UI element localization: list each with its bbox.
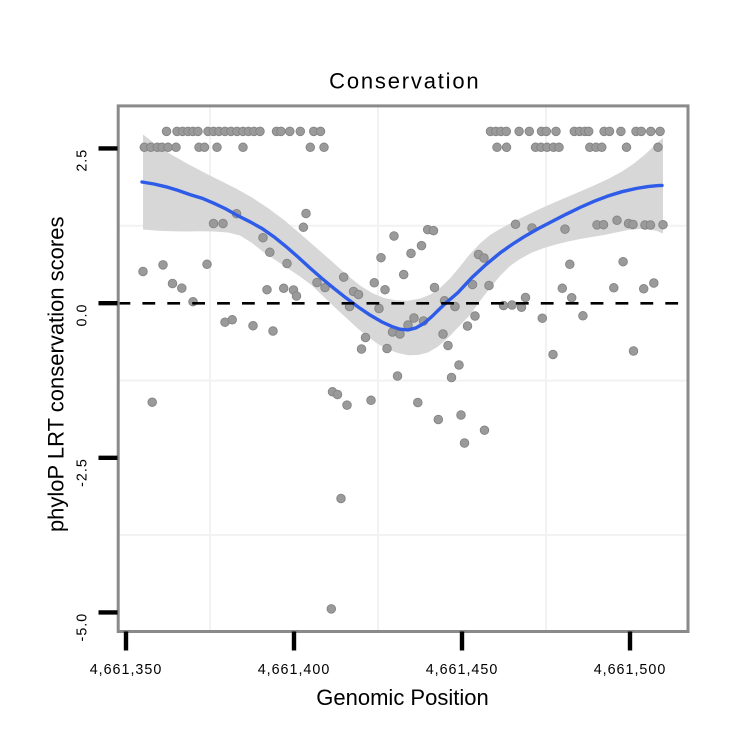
svg-text:2.5: 2.5 — [74, 149, 90, 172]
svg-text:Genomic Position: Genomic Position — [316, 685, 488, 710]
svg-text:4,661,450: 4,661,450 — [426, 662, 499, 678]
svg-text:-2.5: -2.5 — [74, 458, 90, 487]
svg-text:Conservation: Conservation — [329, 69, 480, 94]
svg-text:4,661,500: 4,661,500 — [594, 662, 667, 678]
svg-text:4,661,350: 4,661,350 — [90, 662, 163, 678]
svg-text:-5.0: -5.0 — [74, 613, 90, 642]
svg-text:0.0: 0.0 — [74, 304, 90, 327]
svg-text:phyloP LRT conservation scores: phyloP LRT conservation scores — [44, 217, 69, 533]
svg-text:4,661,400: 4,661,400 — [258, 662, 331, 678]
